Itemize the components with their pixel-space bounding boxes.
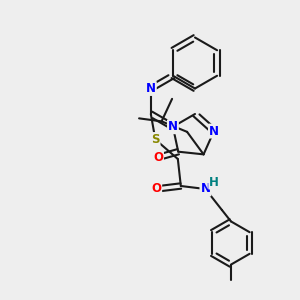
- Text: H: H: [209, 176, 219, 189]
- Text: N: N: [200, 182, 210, 196]
- Text: O: O: [151, 182, 161, 196]
- Text: S: S: [151, 133, 160, 146]
- Text: O: O: [153, 151, 163, 164]
- Text: N: N: [146, 82, 156, 95]
- Text: N: N: [168, 120, 178, 133]
- Text: N: N: [209, 124, 219, 138]
